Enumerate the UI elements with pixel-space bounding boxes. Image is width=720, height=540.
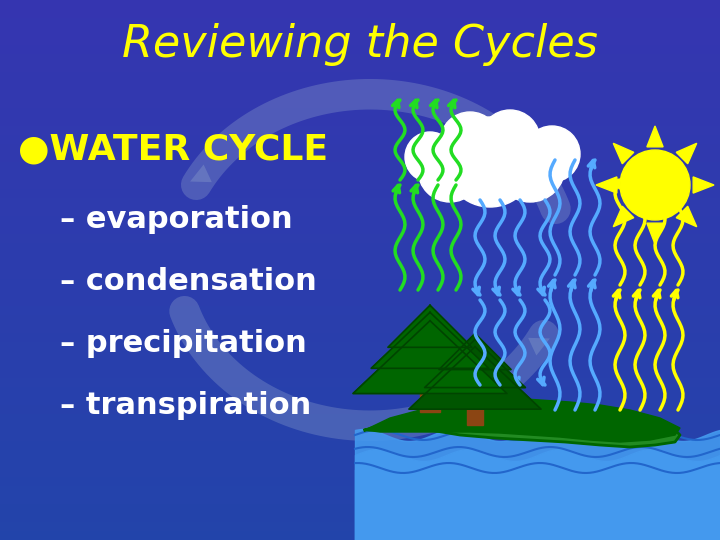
Polygon shape: [596, 177, 617, 193]
Polygon shape: [365, 407, 680, 447]
Polygon shape: [365, 398, 680, 442]
Polygon shape: [676, 143, 697, 164]
Polygon shape: [647, 126, 663, 147]
Circle shape: [445, 117, 535, 207]
Polygon shape: [647, 223, 663, 244]
Polygon shape: [420, 381, 440, 412]
Polygon shape: [425, 340, 526, 388]
Text: – transpiration: – transpiration: [60, 392, 311, 421]
Polygon shape: [439, 334, 511, 369]
Polygon shape: [613, 206, 634, 227]
Polygon shape: [388, 305, 472, 347]
Polygon shape: [693, 177, 714, 193]
Text: Reviewing the Cycles: Reviewing the Cycles: [122, 23, 598, 65]
Text: ●WATER CYCLE: ●WATER CYCLE: [18, 133, 328, 167]
Circle shape: [440, 112, 500, 172]
Polygon shape: [372, 312, 489, 368]
Circle shape: [524, 126, 580, 182]
Polygon shape: [409, 347, 541, 409]
Polygon shape: [467, 399, 483, 425]
Polygon shape: [353, 321, 507, 394]
Text: – condensation: – condensation: [60, 267, 317, 296]
Circle shape: [620, 150, 690, 220]
Text: – precipitation: – precipitation: [60, 329, 307, 359]
Text: – evaporation: – evaporation: [60, 206, 292, 234]
Polygon shape: [613, 143, 634, 164]
Circle shape: [418, 138, 482, 202]
Polygon shape: [676, 206, 697, 227]
Circle shape: [480, 110, 540, 170]
Circle shape: [405, 132, 455, 182]
Circle shape: [495, 132, 565, 202]
